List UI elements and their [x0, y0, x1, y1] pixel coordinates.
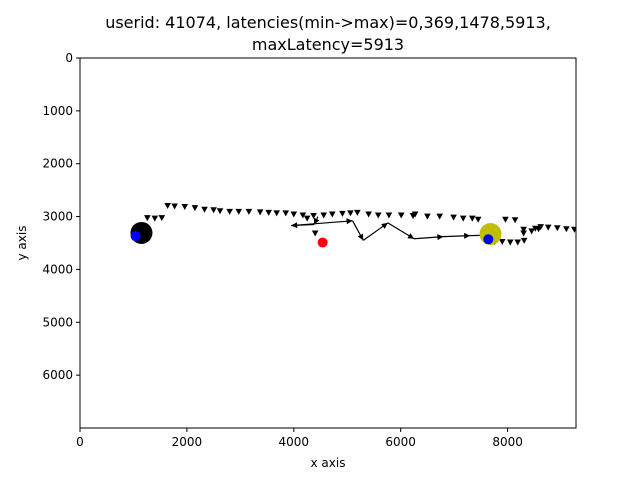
- arrow-head: [313, 217, 320, 225]
- trail-point: [210, 207, 217, 214]
- plot-frame: [79, 57, 577, 429]
- trail-point: [226, 208, 233, 215]
- trail-point: [273, 210, 280, 217]
- trail-point: [459, 215, 467, 222]
- trail-point: [158, 215, 166, 222]
- trail-point: [571, 226, 576, 233]
- trail-point: [303, 215, 311, 222]
- trail-point: [424, 213, 431, 220]
- trail-point: [201, 206, 208, 213]
- trail-point: [520, 237, 528, 244]
- trail-point: [235, 208, 243, 215]
- y-tick-label: 4000: [42, 262, 73, 276]
- trail-point: [256, 209, 264, 216]
- trail-point: [411, 211, 419, 218]
- trail-point: [385, 212, 393, 219]
- trail-point: [374, 212, 382, 219]
- trail-point: [282, 210, 290, 217]
- y-tick-label: 6000: [42, 368, 73, 382]
- trail-point: [520, 230, 527, 237]
- x-tick-label: 2000: [172, 435, 203, 449]
- trail-point: [506, 239, 514, 246]
- trail-point: [299, 212, 307, 219]
- trail-point: [520, 226, 527, 233]
- trail-point: [311, 230, 319, 237]
- trail-point: [164, 203, 171, 209]
- trail-point: [245, 208, 253, 215]
- trail-point: [514, 239, 522, 246]
- trail-point: [450, 214, 457, 221]
- y-tick-label: 3000: [42, 210, 73, 224]
- trail-point: [216, 208, 224, 215]
- trail-point: [144, 215, 151, 222]
- marker-point: [130, 231, 141, 242]
- x-tick-label: 0: [76, 435, 84, 449]
- arrow-head: [357, 233, 364, 241]
- y-ticks: 0 1000 2000 3000 4000 5000 6000: [42, 51, 80, 382]
- trail-point: [498, 238, 506, 245]
- trail-point: [502, 216, 509, 223]
- y-tick-label: 1000: [42, 104, 73, 118]
- trail-point: [290, 211, 298, 218]
- arrow-head: [437, 234, 444, 241]
- x-ticks: 0 2000 4000 6000 8000: [76, 428, 523, 449]
- trail-point: [436, 213, 444, 220]
- x-tick-label: 4000: [279, 435, 310, 449]
- marker-point: [317, 237, 328, 248]
- y-tick-label: 0: [65, 51, 73, 65]
- trail-point: [265, 209, 272, 216]
- trail-point: [339, 210, 346, 217]
- y-tick-label: 5000: [42, 315, 73, 329]
- trail-point: [347, 210, 354, 217]
- trail-point: [310, 213, 317, 220]
- trail-point: [181, 204, 189, 211]
- marker-point: [483, 234, 494, 245]
- x-tick-label: 6000: [385, 435, 416, 449]
- trail-point: [544, 224, 552, 231]
- chart-title-line-1: userid: 41074, latencies(min->max)=0,369…: [105, 13, 551, 32]
- x-axis-label: x axis: [311, 456, 346, 470]
- trail-point: [563, 226, 570, 233]
- arrow-head: [464, 232, 471, 239]
- arrow-head: [381, 222, 388, 229]
- trail-point: [365, 211, 372, 218]
- trail-point: [553, 225, 561, 232]
- trail-point: [171, 203, 178, 210]
- data-layer: [130, 203, 576, 248]
- trail-point: [320, 212, 328, 219]
- trail-point: [528, 228, 535, 235]
- y-tick-label: 2000: [42, 157, 73, 171]
- path-arrow: [291, 220, 353, 227]
- x-tick-label: 8000: [492, 435, 523, 449]
- trail-point: [469, 215, 476, 222]
- arrow-head: [407, 233, 415, 239]
- y-axis-label: y axis: [15, 226, 29, 261]
- trail-point: [511, 217, 519, 224]
- trail-point: [397, 212, 405, 219]
- trail-point: [537, 224, 545, 231]
- trail-point: [474, 216, 482, 223]
- trail-point: [328, 211, 336, 218]
- trail-point: [354, 209, 361, 216]
- trail-point: [191, 205, 199, 212]
- arrow-head: [346, 218, 353, 225]
- chart-title-line-2: maxLatency=5913: [252, 35, 404, 54]
- trail-point: [151, 215, 159, 222]
